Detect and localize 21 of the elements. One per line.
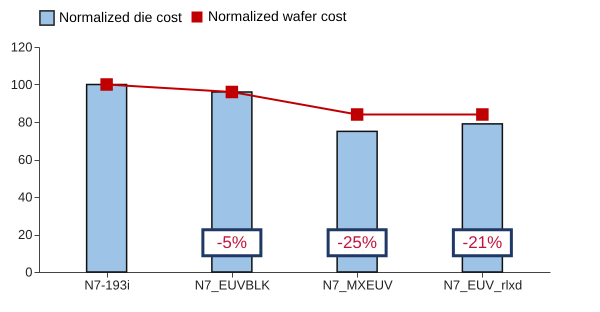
y-tick-label: 20 (18, 227, 32, 242)
y-tick-label: 0 (25, 264, 32, 280)
point (476, 108, 489, 121)
legend-label: Normalized die cost (59, 9, 182, 25)
annotation: -5% (216, 232, 247, 252)
y-tick-label: 120 (10, 40, 32, 54)
x-tick-label: N7-193i (84, 278, 130, 292)
x-tick-label: N7_EUVBLK (194, 278, 270, 292)
annotation: -25% (337, 232, 377, 252)
annotation: -21% (462, 232, 502, 252)
bar (86, 84, 128, 273)
point (350, 108, 364, 121)
y-tick-label: 60 (18, 152, 32, 167)
point (100, 78, 113, 91)
x-tick-label: N7_MXEUV (322, 278, 393, 292)
legend-label: Normalized wafer cost (208, 8, 347, 24)
y-tick-label: 40 (18, 190, 32, 204)
y-tick-label: 100 (10, 77, 32, 92)
point (226, 86, 238, 98)
y-tick-label: 80 (18, 114, 32, 130)
x-tick-label: N7_EUV_rlxd (443, 278, 522, 292)
